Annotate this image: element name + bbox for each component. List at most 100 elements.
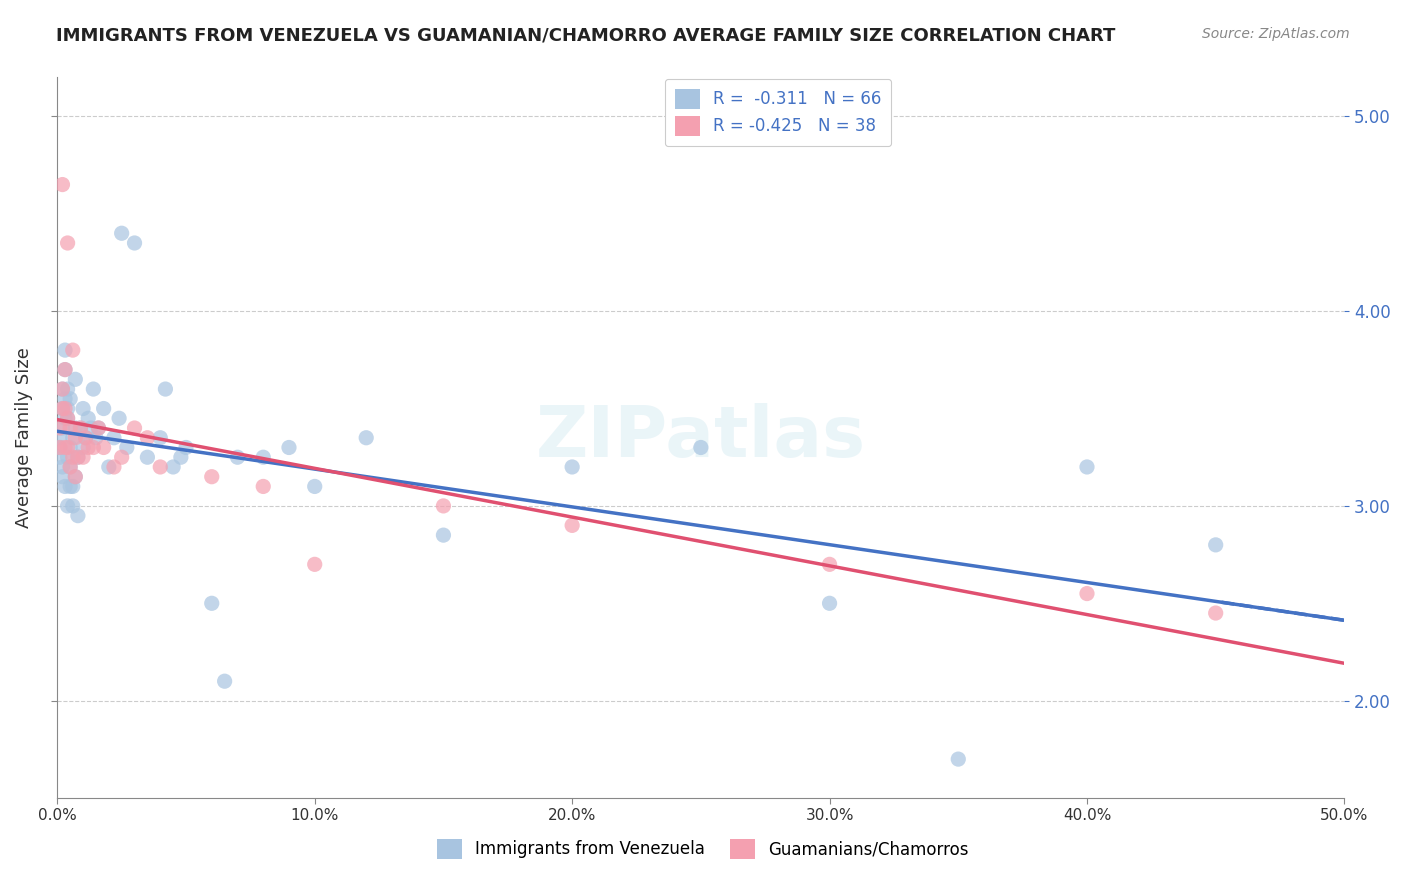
- Point: [51, 401, 73, 416]
- Point: [214, 674, 236, 689]
- Point: [66, 508, 89, 523]
- Y-axis label: Average Family Size: Average Family Size: [15, 347, 32, 528]
- Point: [689, 441, 711, 455]
- Point: [201, 469, 224, 483]
- Point: [51, 382, 73, 396]
- Point: [77, 441, 100, 455]
- Point: [49, 450, 72, 465]
- Point: [59, 421, 82, 435]
- Point: [53, 479, 76, 493]
- Point: [818, 558, 841, 572]
- Point: [432, 528, 454, 542]
- Point: [49, 441, 72, 455]
- Point: [561, 460, 583, 475]
- Point: [72, 401, 94, 416]
- Point: [432, 499, 454, 513]
- Point: [62, 431, 84, 445]
- Point: [65, 469, 87, 483]
- Point: [53, 362, 76, 376]
- Point: [354, 431, 377, 445]
- Point: [103, 431, 125, 445]
- Point: [56, 382, 79, 396]
- Point: [136, 431, 159, 445]
- Point: [56, 499, 79, 513]
- Point: [75, 431, 97, 445]
- Point: [69, 421, 91, 435]
- Point: [1205, 606, 1227, 620]
- Point: [53, 411, 76, 425]
- Point: [51, 421, 73, 435]
- Point: [51, 469, 73, 483]
- Point: [49, 421, 72, 435]
- Point: [162, 460, 184, 475]
- Point: [97, 460, 120, 475]
- Point: [53, 401, 76, 416]
- Point: [136, 450, 159, 465]
- Point: [65, 431, 87, 445]
- Point: [59, 441, 82, 455]
- Point: [53, 343, 76, 357]
- Point: [111, 226, 134, 240]
- Point: [62, 343, 84, 357]
- Point: [56, 450, 79, 465]
- Point: [818, 596, 841, 610]
- Point: [56, 401, 79, 416]
- Point: [124, 421, 146, 435]
- Point: [87, 421, 110, 435]
- Point: [170, 450, 193, 465]
- Point: [49, 431, 72, 445]
- Point: [82, 382, 104, 396]
- Point: [53, 362, 76, 376]
- Point: [174, 441, 197, 455]
- Point: [304, 558, 326, 572]
- Point: [66, 450, 89, 465]
- Point: [51, 401, 73, 416]
- Point: [56, 441, 79, 455]
- Point: [69, 421, 91, 435]
- Point: [278, 441, 301, 455]
- Point: [226, 450, 249, 465]
- Point: [65, 372, 87, 386]
- Point: [62, 450, 84, 465]
- Point: [56, 235, 79, 250]
- Point: [72, 450, 94, 465]
- Legend: Immigrants from Venezuela, Guamanians/Chamorros: Immigrants from Venezuela, Guamanians/Ch…: [430, 832, 976, 866]
- Point: [53, 441, 76, 455]
- Point: [1205, 538, 1227, 552]
- Point: [103, 460, 125, 475]
- Point: [252, 450, 274, 465]
- Point: [84, 431, 107, 445]
- Point: [53, 392, 76, 406]
- Point: [72, 441, 94, 455]
- Point: [948, 752, 970, 766]
- Point: [49, 441, 72, 455]
- Point: [149, 431, 172, 445]
- Point: [149, 460, 172, 475]
- Point: [155, 382, 177, 396]
- Point: [59, 460, 82, 475]
- Point: [59, 479, 82, 493]
- Point: [65, 469, 87, 483]
- Point: [62, 479, 84, 493]
- Text: ZIPatlas: ZIPatlas: [536, 403, 866, 472]
- Point: [65, 421, 87, 435]
- Point: [59, 392, 82, 406]
- Point: [51, 460, 73, 475]
- Point: [108, 411, 131, 425]
- Point: [87, 421, 110, 435]
- Point: [93, 441, 115, 455]
- Point: [51, 382, 73, 396]
- Point: [201, 596, 224, 610]
- Point: [56, 411, 79, 425]
- Point: [51, 178, 73, 192]
- Point: [66, 450, 89, 465]
- Point: [124, 235, 146, 250]
- Point: [59, 460, 82, 475]
- Point: [252, 479, 274, 493]
- Point: [115, 441, 138, 455]
- Text: IMMIGRANTS FROM VENEZUELA VS GUAMANIAN/CHAMORRO AVERAGE FAMILY SIZE CORRELATION : IMMIGRANTS FROM VENEZUELA VS GUAMANIAN/C…: [56, 27, 1115, 45]
- Point: [1076, 586, 1098, 600]
- Point: [304, 479, 326, 493]
- Legend: R =  -0.311   N = 66, R = -0.425   N = 38: R = -0.311 N = 66, R = -0.425 N = 38: [665, 78, 891, 146]
- Point: [111, 450, 134, 465]
